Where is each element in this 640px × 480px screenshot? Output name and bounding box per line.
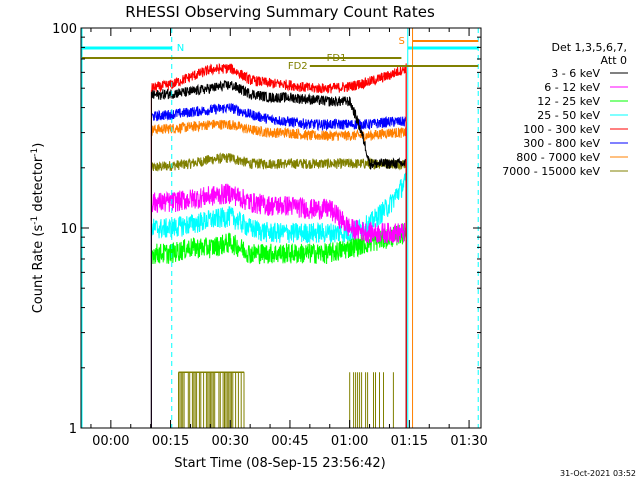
- y-tick-label: 10: [60, 222, 77, 237]
- footer-timestamp: 31-Oct-2021 03:52: [560, 469, 636, 478]
- legend-entry-label: 12 - 25 keV: [537, 95, 600, 108]
- y-axis-label-part3: ): [31, 143, 46, 148]
- fd2-label: FD2: [288, 61, 308, 72]
- legend-entry-label: 300 - 800 keV: [523, 137, 600, 150]
- y-axis-label-part1: Count Rate (s: [31, 225, 46, 314]
- axis-layer: 00:00 00:15 00:30 00:45 01:00 01:15 01:30 1 10 10…: [52, 22, 488, 449]
- series-layer: [150, 62, 407, 428]
- chart-title: RHESSI Observing Summary Count Rates: [125, 3, 435, 21]
- x-tick-label: 00:15: [152, 434, 189, 449]
- series-line-300-800keV: [150, 102, 407, 428]
- series-line-800-7000keV: [150, 119, 407, 428]
- saa-label: S: [399, 36, 405, 47]
- legend-entry-label: 6 - 12 keV: [544, 81, 600, 94]
- fd1-label: FD1: [327, 53, 347, 64]
- night-label: N: [177, 43, 184, 54]
- y-axis-label-sup2: -1: [30, 148, 40, 157]
- x-tick-label: 00:30: [212, 434, 249, 449]
- low-energy-spikes: [178, 372, 245, 428]
- y-axis-label-part2: detector: [31, 156, 46, 216]
- x-tick-label: 01:30: [450, 434, 487, 449]
- x-tick-label: 01:00: [331, 434, 368, 449]
- legend-entry-label: 7000 - 15000 keV: [502, 165, 600, 178]
- legend-entry-label: 800 - 7000 keV: [516, 151, 600, 164]
- x-tick-label: 00:00: [92, 434, 129, 449]
- y-tick-label: 1: [69, 422, 77, 437]
- series-line-3-6keV: [150, 80, 407, 428]
- legend-entry-label: 3 - 6 keV: [551, 67, 600, 80]
- legend-header: Att 0: [601, 54, 627, 67]
- y-axis-label-sup1: -1: [30, 216, 40, 225]
- x-tick-label: 01:15: [391, 434, 428, 449]
- legend-header: Det 1,3,5,6,7,: [551, 41, 627, 54]
- legend-entry-label: 100 - 300 keV: [523, 123, 600, 136]
- legend-entry-label: 25 - 50 keV: [537, 109, 600, 122]
- x-tick-label: 00:45: [271, 434, 308, 449]
- y-axis-label: Count Rate (s-1 detector-1): [30, 143, 46, 314]
- y-tick-label: 100: [52, 22, 77, 37]
- x-axis-label: Start Time (08-Sep-15 23:56:42): [174, 456, 385, 471]
- series-line-6-12keV: [150, 183, 407, 428]
- series-line-100-300keV: [150, 62, 407, 428]
- series-line-7000-15000keV: [150, 152, 407, 428]
- low-energy-spikes-late: [349, 372, 394, 428]
